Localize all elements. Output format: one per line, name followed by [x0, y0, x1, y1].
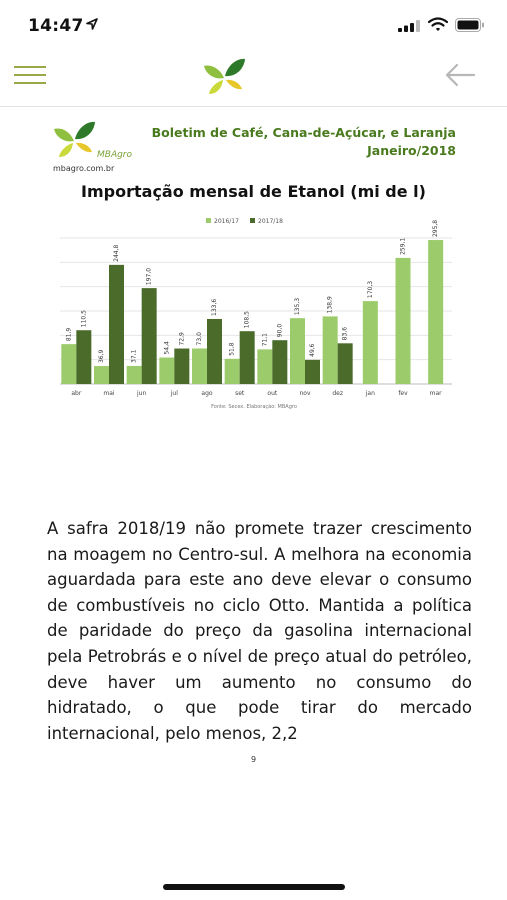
bar-data-label: 81,9	[65, 328, 72, 342]
chart-source-note: Fonte: Secex. Elaboração: MBAgro	[211, 404, 297, 410]
chart-bar	[76, 330, 92, 384]
chart-bar	[305, 359, 320, 384]
bar-data-label: 37,1	[131, 349, 138, 363]
legend-swatch	[206, 218, 211, 223]
bar-data-label: 110,5	[80, 310, 87, 327]
bar-data-label: 83,6	[342, 327, 349, 341]
x-tick-label: out	[267, 390, 277, 397]
bulletin-date: Janeiro/2018	[367, 143, 456, 158]
x-tick-label: jul	[170, 390, 178, 397]
chart-bar	[362, 301, 378, 384]
bar-data-label: 170,3	[367, 281, 374, 298]
x-tick-label: fev	[398, 390, 408, 397]
bar-data-label: 138,9	[327, 296, 334, 313]
location-arrow-icon	[86, 18, 98, 30]
bar-data-label: 244,8	[113, 245, 120, 262]
chart-bar	[94, 366, 109, 384]
bar-data-label: 49,6	[309, 343, 316, 357]
chart-bar	[192, 348, 207, 384]
brand-url: mbagro.com.br	[53, 164, 115, 173]
chart-bar	[395, 257, 411, 384]
x-tick-label: ago	[201, 390, 212, 397]
chart-bar	[61, 344, 77, 384]
status-bar: 14:47	[0, 0, 507, 50]
back-arrow-button[interactable]	[444, 62, 476, 88]
home-indicator[interactable]	[163, 884, 345, 890]
legend-swatch	[250, 218, 255, 223]
mbagro-logo-icon	[54, 121, 95, 157]
chart-bar	[322, 316, 338, 384]
status-time: 14:47	[28, 16, 84, 36]
chart-bar	[207, 318, 222, 384]
bar-data-label: 90,0	[276, 324, 283, 338]
wifi-icon	[428, 17, 448, 31]
page-number: 9	[250, 755, 257, 764]
chart-bar	[257, 349, 273, 384]
x-tick-label: mar	[430, 390, 443, 397]
chart-bar	[272, 340, 288, 384]
bar-data-label: 133,6	[211, 299, 218, 316]
chart-title: Importação mensal de Etanol (mi de l)	[81, 182, 426, 201]
chart-bar	[428, 240, 444, 384]
x-tick-label: dez	[332, 390, 343, 397]
legend-label: 2016/17	[214, 218, 239, 225]
chart-bar	[239, 331, 255, 384]
bar-data-label: 135,3	[294, 298, 301, 315]
hamburger-menu-button[interactable]	[14, 66, 46, 88]
legend-label: 2017/18	[258, 218, 283, 225]
brand-name: MBAgro	[97, 150, 133, 160]
chart-bar	[224, 358, 240, 384]
bulletin-title-line1: Boletim de Café, Cana-de-Açúcar, e Laran…	[151, 125, 456, 140]
x-tick-label: nov	[299, 390, 310, 397]
app-logo-icon	[204, 58, 245, 94]
chart-bar	[126, 365, 142, 384]
navigation-bar	[0, 50, 507, 107]
bar-data-label: 71,1	[261, 333, 268, 347]
menu-line	[14, 66, 46, 68]
bar-data-label: 197,0	[146, 268, 153, 285]
menu-line	[14, 74, 46, 76]
cellular-signal-icon	[398, 20, 420, 32]
chart-bar	[141, 288, 157, 384]
chart-bar	[159, 357, 175, 384]
x-tick-label: jan	[365, 390, 375, 397]
bar-data-label: 36,9	[98, 350, 105, 364]
bar-data-label: 73,0	[196, 332, 203, 346]
bar-data-label: 259,1	[400, 238, 407, 255]
bar-data-label: 51,8	[229, 342, 236, 356]
x-tick-label: jun	[136, 390, 146, 397]
ethanol-import-chart: 2016/17 2017/18 81,9 110,5 36,9 244,8 37,1 197…	[60, 218, 452, 410]
x-tick-label: mai	[103, 390, 115, 397]
x-tick-label: abr	[71, 390, 81, 397]
bulletin-title: Boletim de Café, Cana-de-Açúcar, e Laran…	[152, 124, 456, 160]
x-tick-label: set	[235, 390, 245, 397]
battery-icon	[455, 18, 484, 32]
chart-bar	[174, 348, 190, 384]
chart-bar	[337, 343, 353, 384]
chart-bar	[109, 264, 124, 384]
bar-data-label: 72,9	[178, 332, 185, 346]
body-paragraph: A safra 2018/19 não promete trazer cresc…	[47, 519, 472, 743]
bar-data-label: 295,8	[432, 220, 439, 237]
bar-data-label: 54,4	[163, 341, 170, 355]
bar-data-label: 108,5	[244, 311, 251, 328]
chart-bar	[290, 318, 305, 384]
menu-line	[14, 82, 46, 84]
